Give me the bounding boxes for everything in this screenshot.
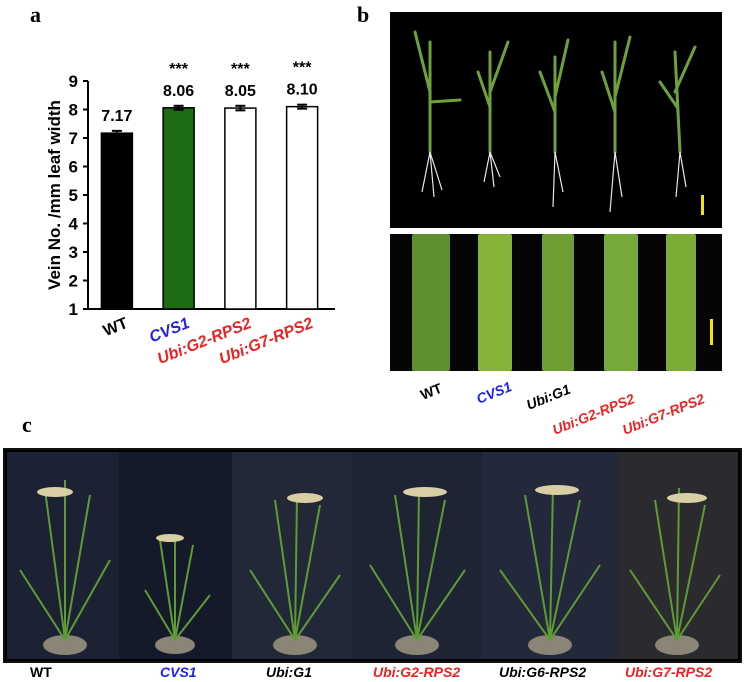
value-label: 7.17 bbox=[101, 108, 132, 125]
mature-plants-photo bbox=[3, 448, 742, 663]
label-b-cvs1: CVS1 bbox=[474, 378, 514, 407]
seedling-photo bbox=[390, 12, 722, 228]
label-c-wt: WT bbox=[30, 664, 52, 680]
label-c-cvs1: CVS1 bbox=[160, 664, 197, 680]
category-label: WT bbox=[101, 315, 131, 340]
y-tick-label: 1 bbox=[69, 300, 78, 319]
leaf-wt bbox=[412, 234, 450, 371]
leaf-blade-photo bbox=[390, 234, 722, 371]
y-tick-label: 9 bbox=[69, 72, 78, 91]
y-tick-label: 6 bbox=[69, 158, 78, 177]
bar bbox=[224, 107, 257, 310]
y-axis-label: Vein No. /mm leaf width bbox=[45, 100, 64, 290]
bar bbox=[285, 105, 319, 310]
leaf-ubi-g1 bbox=[542, 234, 574, 371]
label-c-ubi-g2-rps2: Ubi:G2-RPS2 bbox=[373, 664, 461, 680]
vein-density-chart: 1 2 3 4 5 6 7 8 9 Vein No. /mm leaf width 7.17 WT 8.… bbox=[45, 60, 335, 368]
value-label: 8.05 bbox=[225, 83, 256, 100]
leaf-ubi-g7-rps2 bbox=[666, 234, 696, 371]
y-tick-label: 7 bbox=[69, 129, 78, 148]
bar bbox=[100, 132, 134, 310]
label-c-ubi-g6-rps2: Ubi:G6-RPS2 bbox=[499, 664, 587, 680]
panel-letter-a: a bbox=[30, 2, 41, 27]
y-tick-label: 8 bbox=[69, 101, 78, 120]
label-c-ubi-g1: Ubi:G1 bbox=[266, 664, 312, 680]
bar bbox=[162, 107, 195, 310]
significance-label: *** bbox=[293, 60, 312, 77]
significance-label: *** bbox=[169, 61, 188, 78]
leaf-ubi-g2-rps2 bbox=[604, 234, 638, 371]
y-tick-label: 2 bbox=[69, 272, 78, 291]
y-tick-label: 4 bbox=[69, 215, 79, 234]
scale-bar bbox=[710, 319, 713, 345]
panel-letter-c: c bbox=[22, 412, 32, 437]
seedlings-illustration bbox=[413, 30, 704, 215]
significance-label: *** bbox=[231, 61, 250, 78]
y-tick-label: 3 bbox=[69, 243, 78, 262]
panel-letter-b: b bbox=[357, 2, 370, 27]
plants-illustration bbox=[19, 480, 721, 655]
leaf-cvs1 bbox=[478, 234, 512, 371]
y-tick-label: 5 bbox=[69, 186, 78, 205]
value-label: 8.06 bbox=[163, 83, 194, 100]
label-b-wt: WT bbox=[418, 379, 445, 403]
label-b-ubi-g1: Ubi:G1 bbox=[524, 380, 573, 413]
label-c-ubi-g7-rps2: Ubi:G7-RPS2 bbox=[625, 664, 713, 680]
value-label: 8.10 bbox=[287, 82, 318, 99]
